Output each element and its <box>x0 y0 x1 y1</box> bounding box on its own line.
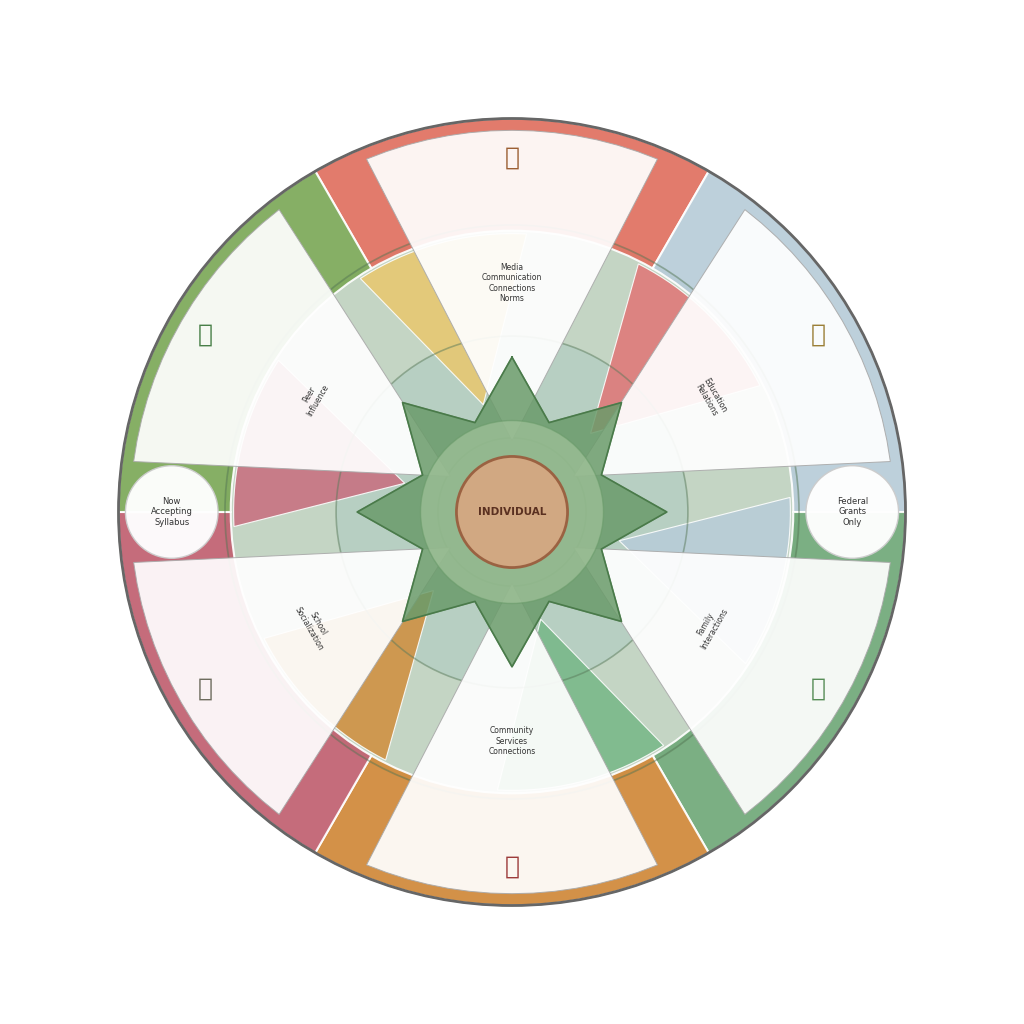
Circle shape <box>126 466 218 558</box>
Circle shape <box>806 466 898 558</box>
Wedge shape <box>119 171 372 512</box>
Text: Now
Accepting
Syllabus: Now Accepting Syllabus <box>151 497 193 527</box>
Polygon shape <box>498 620 664 791</box>
Wedge shape <box>652 171 905 512</box>
Text: Media
Communication
Connections
Norms: Media Communication Connections Norms <box>482 263 542 303</box>
Text: Family
Interactions: Family Interactions <box>690 602 730 651</box>
Text: School
Socialization: School Socialization <box>293 600 334 652</box>
Text: 🌿: 🌿 <box>811 677 826 701</box>
Circle shape <box>457 457 567 567</box>
Text: INDIVIDUAL: INDIVIDUAL <box>478 507 546 517</box>
Circle shape <box>336 336 688 688</box>
Text: Peer
Influence: Peer Influence <box>297 378 331 418</box>
Text: Education
Relations: Education Relations <box>692 376 728 419</box>
Polygon shape <box>134 210 451 476</box>
Polygon shape <box>360 233 526 404</box>
Text: Federal
Grants
Only: Federal Grants Only <box>837 497 868 527</box>
Polygon shape <box>620 498 791 664</box>
Polygon shape <box>233 360 404 526</box>
Polygon shape <box>367 583 657 894</box>
Text: Community
Services
Connections: Community Services Connections <box>488 726 536 756</box>
Wedge shape <box>315 756 709 905</box>
Wedge shape <box>652 512 905 853</box>
Text: 🌸: 🌸 <box>811 323 826 347</box>
Text: 🌳: 🌳 <box>505 145 519 170</box>
Polygon shape <box>357 357 667 667</box>
Polygon shape <box>264 591 433 760</box>
Polygon shape <box>134 548 451 814</box>
Wedge shape <box>315 119 709 268</box>
Circle shape <box>225 225 799 799</box>
Polygon shape <box>573 548 890 814</box>
Polygon shape <box>573 210 890 476</box>
Polygon shape <box>367 130 657 441</box>
Polygon shape <box>591 264 760 433</box>
Circle shape <box>421 421 603 603</box>
Text: 🌲: 🌲 <box>198 323 213 347</box>
Text: 🦢: 🦢 <box>198 677 213 701</box>
Wedge shape <box>119 512 372 853</box>
Text: 🌹: 🌹 <box>505 854 519 879</box>
